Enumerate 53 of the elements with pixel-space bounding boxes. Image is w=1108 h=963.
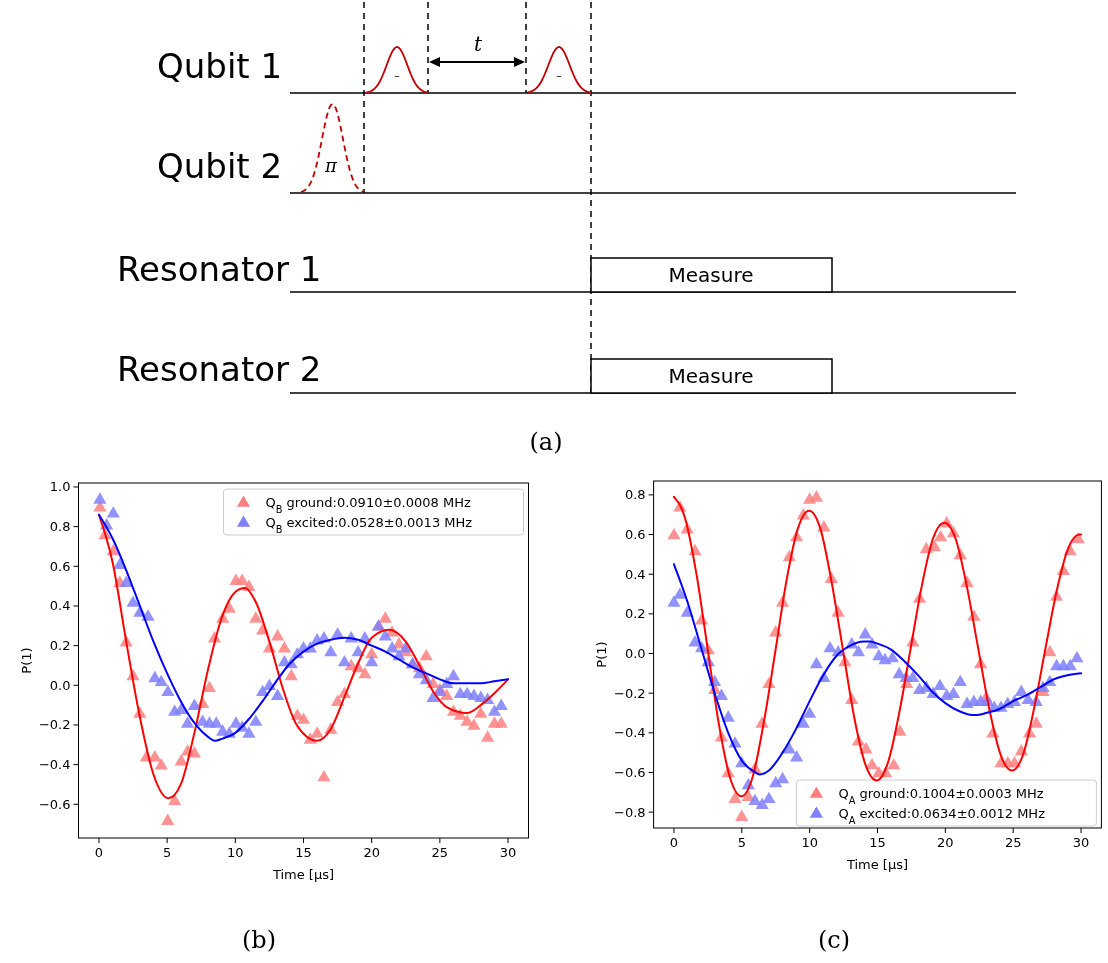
x-axis-title: Time [μs] xyxy=(845,857,909,872)
legend-label: Q$_{A}$ excited:0.0634±0.0012 MHz xyxy=(838,806,1046,826)
y-tick-label: −0.4 xyxy=(38,757,71,773)
legend-label: Q$_{B}$ excited:0.0528±0.0013 MHz xyxy=(265,515,473,535)
x-tick-label: 30 xyxy=(499,845,517,860)
y-tick-label: 1.0 xyxy=(49,479,71,495)
text: Measure xyxy=(668,364,754,388)
text: Measure xyxy=(668,263,754,287)
x-tick-label: 5 xyxy=(737,835,746,850)
y-tick-label: −0.4 xyxy=(614,725,646,741)
y-tick-label: −0.6 xyxy=(614,764,646,780)
text: Qubit 2 xyxy=(157,146,283,186)
y-tick-label: −0.2 xyxy=(38,717,71,733)
y-tick-label: −0.2 xyxy=(614,685,646,701)
text: (b) xyxy=(241,926,277,954)
text: t xyxy=(473,32,483,56)
y-tick-label: 0.6 xyxy=(624,527,646,543)
x-tick-label: 15 xyxy=(295,845,312,860)
y-tick-label: 0.6 xyxy=(49,558,71,574)
y-tick-label: 0.2 xyxy=(624,606,646,622)
text: Resonator 2 xyxy=(117,349,322,389)
x-tick-label: 20 xyxy=(937,835,954,850)
x-tick-label: 0 xyxy=(669,835,679,850)
x-tick-label: 10 xyxy=(227,845,244,860)
x-axis-title: Time [μs] xyxy=(271,867,335,882)
text: – xyxy=(394,69,400,82)
x-tick-label: 20 xyxy=(363,845,380,860)
text: (c) xyxy=(817,926,851,954)
text: Resonator 1 xyxy=(117,249,322,289)
y-tick-label: 0.8 xyxy=(49,519,71,535)
y-tick-label: 0.0 xyxy=(624,646,646,662)
y-axis-title: P(1) xyxy=(593,641,609,668)
y-tick-label: 0.0 xyxy=(49,677,71,693)
text: (a) xyxy=(529,428,563,456)
legend-label: Q$_{A}$ ground:0.1004±0.0003 MHz xyxy=(838,786,1044,806)
y-tick-label: 0.2 xyxy=(49,638,71,654)
y-axis-title: P(1) xyxy=(18,647,34,674)
text: Qubit 1 xyxy=(157,46,283,86)
x-tick-label: 25 xyxy=(1004,835,1022,850)
x-tick-label: 25 xyxy=(431,845,449,860)
x-tick-label: 0 xyxy=(94,845,104,860)
y-tick-label: 0.4 xyxy=(624,566,646,582)
y-tick-label: −0.8 xyxy=(614,804,646,820)
y-tick-label: 0.8 xyxy=(624,487,646,503)
y-tick-label: −0.6 xyxy=(38,796,71,812)
x-tick-label: 15 xyxy=(869,835,886,850)
x-tick-label: 10 xyxy=(801,835,818,850)
text: π xyxy=(324,155,339,176)
legend-label: Q$_{B}$ ground:0.0910±0.0008 MHz xyxy=(265,495,471,515)
x-tick-label: 5 xyxy=(163,845,172,860)
y-tick-label: 0.4 xyxy=(49,598,71,614)
x-tick-label: 30 xyxy=(1072,835,1090,850)
text: – xyxy=(556,69,562,82)
